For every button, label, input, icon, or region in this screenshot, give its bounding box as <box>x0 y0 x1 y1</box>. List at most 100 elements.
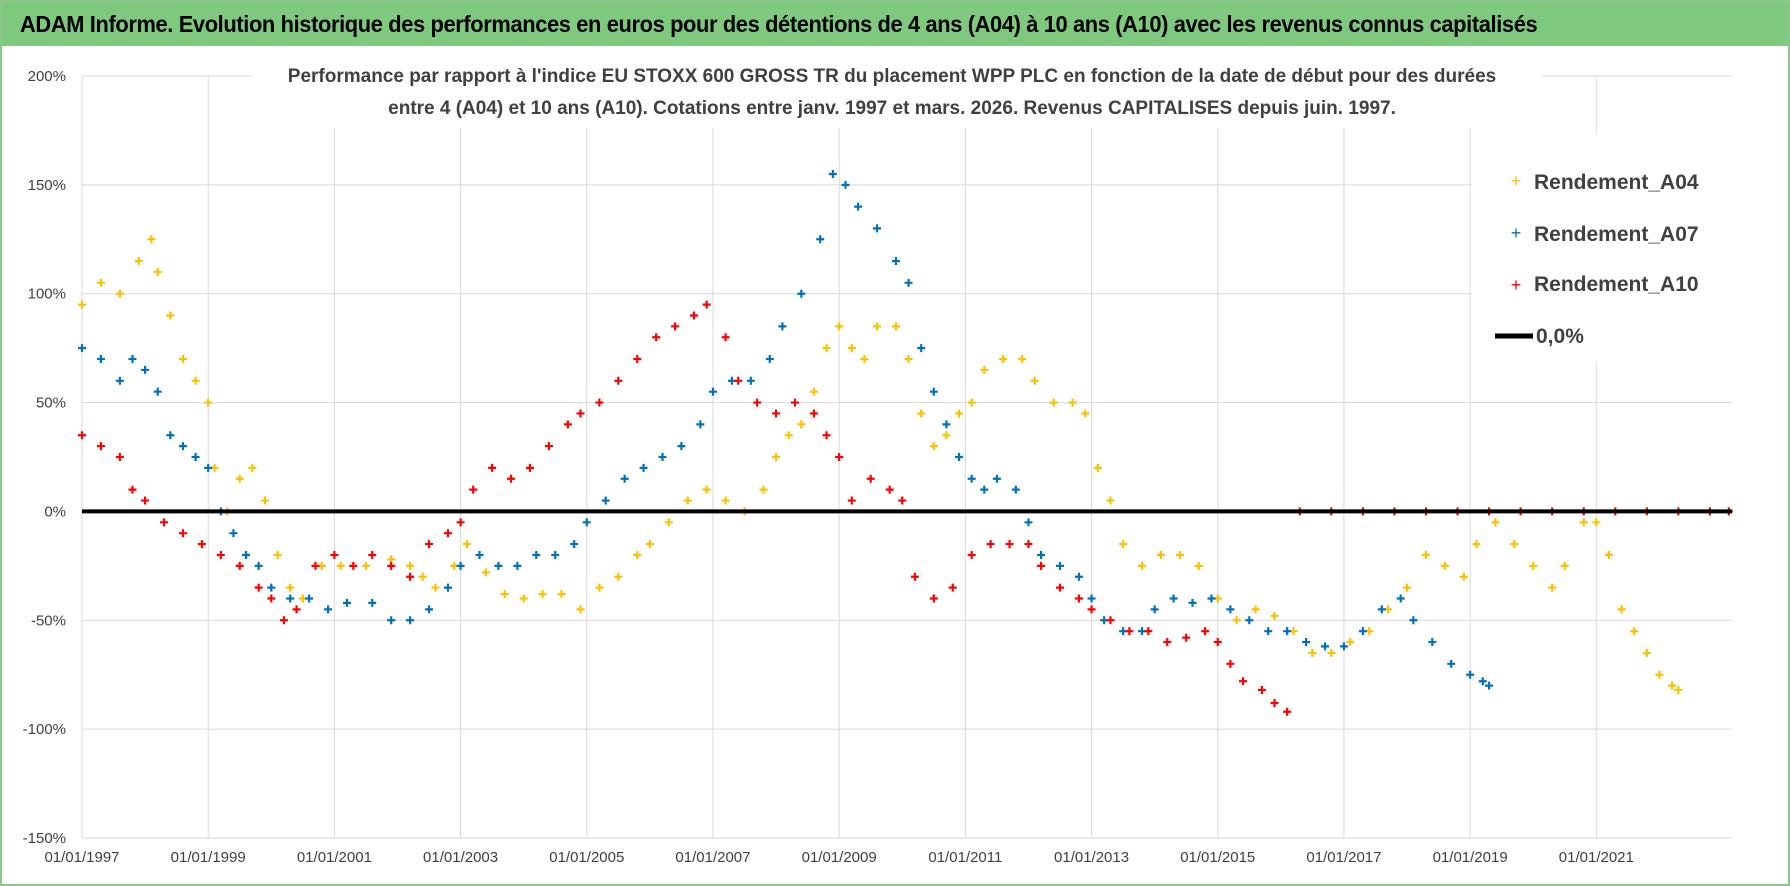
data-point <box>1144 627 1153 636</box>
data-point <box>1213 638 1222 647</box>
data-point <box>1302 638 1311 647</box>
x-tick-label: 01/01/2009 <box>802 849 877 866</box>
data-point <box>368 550 377 559</box>
data-point <box>1207 594 1216 603</box>
data-point <box>204 463 213 472</box>
x-tick-label: 01/01/2021 <box>1559 849 1634 866</box>
data-point <box>1396 594 1405 603</box>
data-point <box>216 550 225 559</box>
data-point <box>469 485 478 494</box>
data-point <box>1257 685 1266 694</box>
data-point <box>1245 616 1254 625</box>
series-Rendement_A04 <box>78 235 1683 694</box>
data-point <box>1087 594 1096 603</box>
data-point <box>1226 605 1235 614</box>
data-point <box>1579 518 1588 527</box>
data-point <box>456 561 465 570</box>
data-point <box>1548 583 1557 592</box>
data-point <box>1358 627 1367 636</box>
data-point <box>683 496 692 505</box>
data-point <box>141 365 150 374</box>
data-point <box>1182 633 1191 642</box>
data-point <box>791 398 800 407</box>
data-point <box>166 311 175 320</box>
data-point <box>406 572 415 581</box>
x-tick-label: 01/01/2019 <box>1433 849 1508 866</box>
data-point <box>904 355 913 364</box>
data-point <box>544 442 553 451</box>
data-point <box>759 485 768 494</box>
data-point <box>1056 561 1065 570</box>
data-point <box>1447 659 1456 668</box>
y-tick-label: -150% <box>23 830 66 847</box>
data-point <box>324 605 333 614</box>
data-point <box>1283 707 1292 716</box>
data-point <box>1232 616 1241 625</box>
data-point <box>462 540 471 549</box>
data-point <box>1264 627 1273 636</box>
data-point <box>986 540 995 549</box>
data-point <box>235 474 244 483</box>
data-point <box>1485 681 1494 690</box>
data-point <box>443 529 452 538</box>
data-point <box>1529 561 1538 570</box>
data-point <box>898 496 907 505</box>
data-point <box>570 540 579 549</box>
data-point <box>1459 572 1468 581</box>
data-point <box>1226 659 1235 668</box>
y-axis-ticks: 200% 150% 100% 50% 0% -50% -100% -150% <box>23 68 66 847</box>
data-point <box>614 572 623 581</box>
data-point <box>1321 642 1330 651</box>
data-point <box>418 572 427 581</box>
data-point <box>248 463 257 472</box>
data-point <box>1093 463 1102 472</box>
data-point <box>349 561 358 570</box>
data-point <box>999 355 1008 364</box>
data-point <box>1491 518 1500 527</box>
data-point <box>1119 540 1128 549</box>
data-point <box>78 431 86 440</box>
series-layer <box>78 169 1733 716</box>
title-backdrop <box>252 56 1542 128</box>
data-point <box>967 474 976 483</box>
y-tick-label: 100% <box>28 286 66 303</box>
data-point <box>178 355 187 364</box>
x-tick-label: 01/01/2003 <box>423 849 498 866</box>
data-point <box>115 289 124 298</box>
x-tick-label: 01/01/2005 <box>549 849 624 866</box>
data-point <box>702 485 711 494</box>
data-point <box>645 540 654 549</box>
data-point <box>153 387 162 396</box>
data-point <box>160 518 169 527</box>
data-point <box>677 442 686 451</box>
x-tick-label: 01/01/2007 <box>675 849 750 866</box>
data-point <box>904 278 913 287</box>
legend: + Rendement_A04 + Rendement_A07 + Rendem… <box>1472 134 1772 362</box>
data-point <box>507 474 516 483</box>
data-point <box>443 583 452 592</box>
data-point <box>361 561 370 570</box>
y-tick-label: 200% <box>28 68 66 85</box>
data-point <box>336 561 345 570</box>
data-point <box>929 387 938 396</box>
data-point <box>273 550 282 559</box>
data-point <box>1081 409 1090 418</box>
data-point <box>1011 485 1020 494</box>
data-point <box>500 590 509 599</box>
data-point <box>772 409 781 418</box>
data-point <box>778 322 787 331</box>
data-point <box>835 453 844 461</box>
data-point <box>475 550 484 559</box>
data-point <box>538 590 547 599</box>
y-tick-label: -100% <box>23 721 66 738</box>
legend-item-a04: + Rendement_A04 <box>1511 171 1699 194</box>
x-tick-label: 01/01/2011 <box>928 849 1002 866</box>
data-point <box>1472 540 1481 549</box>
data-point <box>1005 540 1014 549</box>
data-point <box>1024 540 1033 549</box>
data-point <box>343 598 352 607</box>
data-point <box>1087 605 1096 614</box>
data-point <box>254 561 263 570</box>
data-point <box>1024 518 1033 527</box>
data-point <box>1270 699 1279 708</box>
